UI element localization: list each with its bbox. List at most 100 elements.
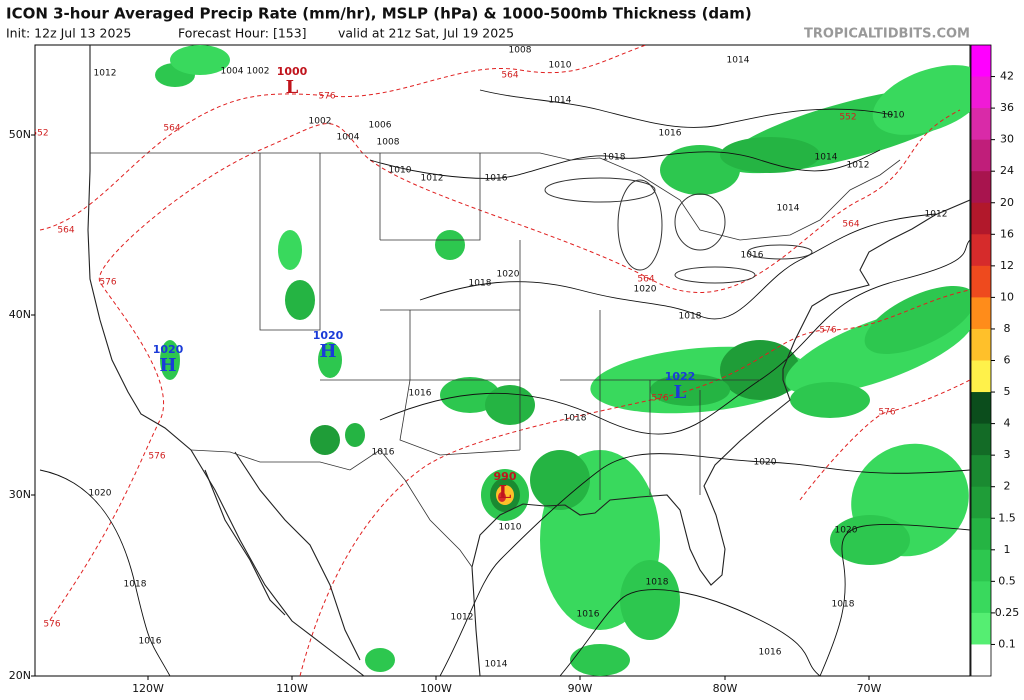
isobar-label: 1016 <box>759 648 782 658</box>
watermark: TROPICALTIDBITS.COM <box>804 27 970 42</box>
coastline <box>87 45 365 676</box>
colorbar-segment <box>971 392 991 425</box>
isobar-label: 1008 <box>509 46 532 56</box>
great-lake <box>674 193 726 251</box>
pressure-center-value: 1022 <box>665 370 696 383</box>
colorbar-segment <box>971 76 991 109</box>
pressure-center-value: 1020 <box>153 343 184 356</box>
colorbar-segment <box>971 518 991 551</box>
title: ICON 3-hour Averaged Precip Rate (mm/hr)… <box>6 5 752 23</box>
border <box>190 449 473 568</box>
precip-area <box>720 137 820 173</box>
thickness-label: 576 <box>318 92 335 102</box>
colorbar-label: 16 <box>1000 227 1014 240</box>
isobar-label: 1006 <box>369 121 392 131</box>
pressure-center: L <box>499 482 512 503</box>
great-lake <box>674 266 756 284</box>
isobar-label: 1020 <box>754 458 777 468</box>
thickness-label: 576 <box>43 620 60 630</box>
thickness-label: 564 <box>501 71 518 81</box>
thickness-label: 564 <box>163 124 180 134</box>
precip-area <box>160 340 180 380</box>
thickness-label: 576 <box>651 394 668 404</box>
thickness-label: 564 <box>842 220 859 230</box>
isobar-label: 1016 <box>577 610 600 620</box>
longitude-label: 90W <box>568 682 593 695</box>
isobar-label: 1018 <box>832 600 855 610</box>
colorbar-label: 30 <box>1000 133 1014 146</box>
isobar-label: 1018 <box>603 153 626 163</box>
colorbar-label: 6 <box>1004 354 1011 367</box>
thickness-label: 552 <box>839 113 856 123</box>
colorbar-segment <box>971 202 991 235</box>
latitude-label: 30N <box>9 488 31 501</box>
precip-area <box>830 515 910 565</box>
pressure-center-value: 1000 <box>277 65 308 78</box>
precip-area <box>285 280 315 320</box>
isobar <box>439 453 970 676</box>
colorbar-label: 0.25 <box>995 606 1020 619</box>
isobar-label: 1010 <box>389 166 412 176</box>
isobar <box>479 89 894 128</box>
colorbar-segment <box>971 549 991 582</box>
isobar-label: 1016 <box>659 129 682 139</box>
isobar-label: 1004 <box>221 67 244 77</box>
colorbar-segment <box>971 423 991 456</box>
colorbar-label: 5 <box>1004 385 1011 398</box>
init: Init: 12z Jul 13 2025 <box>6 26 131 41</box>
colorbar-label: 12 <box>1000 259 1014 272</box>
precip-area <box>365 648 395 672</box>
isobar-label: 1014 <box>815 153 838 163</box>
forecast-hour: Forecast Hour: [153] <box>178 26 307 41</box>
border <box>90 152 901 241</box>
thickness-label: 576 <box>99 278 116 288</box>
thickness-line <box>49 109 961 621</box>
longitude-label: 70W <box>857 682 882 695</box>
longitude-label: 110W <box>276 682 308 695</box>
pressure-center-value: 990 <box>494 470 517 483</box>
isobar-label: 1010 <box>882 111 905 121</box>
colorbar-label: 24 <box>1000 164 1014 177</box>
colorbar-segment <box>971 139 991 172</box>
colorbar-segment <box>971 45 991 78</box>
precip-area <box>790 382 870 418</box>
colorbar-label: 10 <box>1000 290 1014 303</box>
isobar-label: 1016 <box>372 448 395 458</box>
thickness-label: 576 <box>148 452 165 462</box>
pressure-center: H <box>319 341 336 362</box>
pressure-center: L <box>286 77 299 98</box>
colorbar-label: 2 <box>1004 480 1011 493</box>
isobar-label: 1008 <box>377 138 400 148</box>
colorbar-segment <box>971 265 991 298</box>
colorbar-label: 20 <box>1000 196 1014 209</box>
colorbar-label: 1.5 <box>998 511 1016 524</box>
colorbar-label: 4 <box>1004 417 1011 430</box>
isobar-label: 1010 <box>549 61 572 71</box>
latitude-label: 50N <box>9 128 31 141</box>
thickness-line <box>39 45 648 231</box>
longitude-label: 80W <box>713 682 738 695</box>
isobar-label: 1012 <box>451 613 474 623</box>
isobar-label: 1016 <box>741 251 764 261</box>
colorbar-segment <box>971 234 991 267</box>
colorbar-label: 3 <box>1004 448 1011 461</box>
precip-area <box>864 285 970 355</box>
isobar <box>559 589 821 676</box>
precip-area <box>620 560 680 640</box>
colorbar-segment <box>971 297 991 330</box>
thickness-label: 564 <box>57 226 74 236</box>
colorbar-segment <box>971 360 991 393</box>
colorbar-label: 0.5 <box>998 574 1016 587</box>
isobar-label: 1004 <box>337 133 360 143</box>
isobar <box>369 149 881 179</box>
colorbar-label: 42 <box>1000 70 1014 83</box>
isobar-label: 1010 <box>499 523 522 533</box>
colorbar-segment <box>971 581 991 614</box>
precip-area <box>345 423 365 447</box>
longitude-label: 100W <box>420 682 452 695</box>
axes: 50N 40N 30N 20N 120W 110W 100W 90W 80W 70W <box>9 128 882 695</box>
precip-area <box>570 644 630 676</box>
